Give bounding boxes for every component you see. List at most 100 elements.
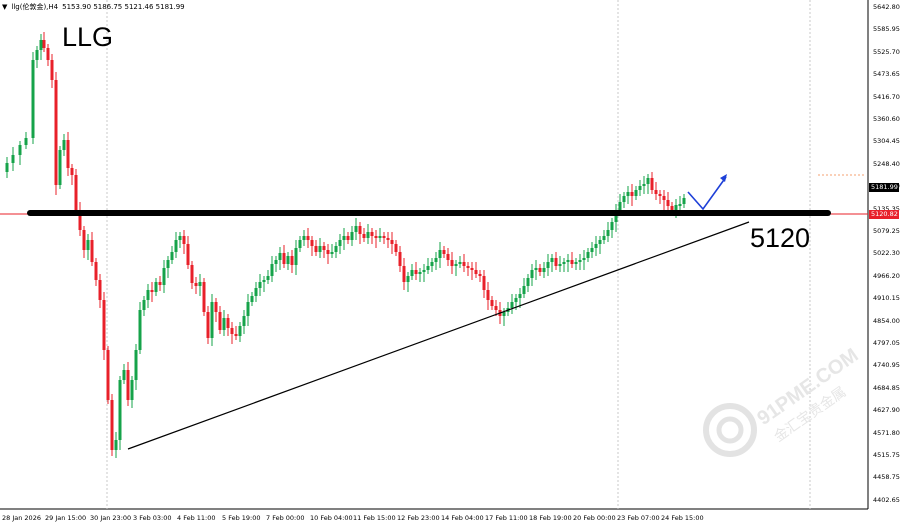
menu-chevron-icon[interactable]: ▼ bbox=[2, 3, 8, 11]
bearish-candle bbox=[126, 370, 130, 400]
bearish-candle bbox=[78, 210, 82, 230]
bearish-candle bbox=[462, 262, 466, 266]
bullish-candle bbox=[286, 256, 290, 264]
bullish-candle bbox=[606, 230, 610, 236]
price-tick-label: 5525.70 bbox=[873, 47, 900, 56]
bullish-candle bbox=[642, 184, 646, 186]
bullish-candle bbox=[138, 310, 142, 350]
bearish-candle bbox=[658, 194, 662, 196]
bullish-candle bbox=[334, 246, 338, 252]
bullish-candle bbox=[62, 140, 66, 150]
bearish-candle bbox=[346, 236, 350, 240]
bullish-candle bbox=[610, 222, 614, 230]
bearish-candle bbox=[150, 290, 154, 292]
bullish-candle bbox=[522, 286, 526, 294]
price-tick-label: 4797.05 bbox=[873, 339, 900, 347]
bearish-candle bbox=[394, 244, 398, 252]
bullish-candle bbox=[354, 226, 358, 232]
bullish-candle bbox=[518, 294, 522, 298]
bullish-candle bbox=[542, 268, 546, 272]
bearish-candle bbox=[206, 312, 210, 338]
bullish-candle bbox=[274, 260, 278, 264]
bearish-candle bbox=[538, 268, 542, 272]
bearish-candle bbox=[482, 276, 486, 290]
bullish-candle bbox=[430, 262, 434, 266]
bullish-candle bbox=[406, 276, 410, 282]
time-tick-label: 17 Feb 11:00 bbox=[485, 514, 528, 522]
price-tick-label: 5473.65 bbox=[873, 70, 900, 79]
time-tick-label: 11 Feb 15:00 bbox=[353, 514, 396, 522]
bullish-candle bbox=[566, 260, 570, 262]
bullish-candle bbox=[24, 138, 28, 145]
bullish-candle bbox=[578, 260, 582, 262]
price-tick-label: 4627.90 bbox=[873, 406, 900, 415]
bullish-candle bbox=[622, 196, 626, 202]
bullish-candle bbox=[638, 186, 642, 190]
bearish-candle bbox=[650, 178, 654, 190]
time-tick-label: 7 Feb 00:00 bbox=[266, 514, 305, 522]
price-tick-label: 4740.95 bbox=[873, 361, 900, 370]
bullish-candle bbox=[270, 264, 274, 276]
bearish-candle bbox=[486, 290, 490, 300]
symbol-annotation: LLG bbox=[62, 22, 114, 52]
bullish-candle bbox=[258, 282, 262, 288]
bullish-candle bbox=[18, 145, 22, 155]
bullish-candle bbox=[330, 252, 334, 254]
bullish-candle bbox=[534, 268, 538, 270]
projection-arrow[interactable] bbox=[687, 174, 727, 211]
bullish-candle bbox=[410, 270, 414, 276]
price-tick-label: 5248.40 bbox=[873, 159, 900, 168]
current-price-tag: 5181.99 bbox=[869, 183, 899, 192]
bearish-candle bbox=[446, 254, 450, 260]
price-tick-label: 4402.65 bbox=[873, 495, 900, 504]
chart-header: ▼ llg(伦敦金),H4 5153.90 5186.75 5121.46 5181… bbox=[2, 2, 189, 12]
price-tick-label: 5585.95 bbox=[873, 25, 900, 34]
bullish-candle bbox=[134, 350, 138, 380]
bearish-candle bbox=[670, 206, 674, 210]
bullish-candle bbox=[298, 240, 302, 248]
bearish-candle bbox=[102, 300, 106, 350]
bullish-candle bbox=[550, 258, 554, 262]
bullish-candle bbox=[174, 240, 178, 252]
bearish-candle bbox=[190, 265, 194, 283]
bearish-candle bbox=[290, 256, 294, 265]
bullish-candle bbox=[266, 276, 270, 280]
bearish-candle bbox=[82, 230, 86, 250]
bullish-candle bbox=[598, 240, 602, 244]
bullish-candle bbox=[170, 252, 174, 260]
bearish-candle bbox=[202, 282, 206, 312]
time-tick-label: 28 Jan 2026 bbox=[2, 514, 41, 522]
price-tick-label: 5022.30 bbox=[873, 249, 900, 258]
bullish-candle bbox=[458, 262, 462, 264]
bearish-candle bbox=[50, 60, 54, 80]
ascending-trendline[interactable] bbox=[127, 221, 750, 450]
bullish-candle bbox=[250, 296, 254, 302]
bullish-candle bbox=[294, 248, 298, 265]
bearish-candle bbox=[98, 280, 102, 300]
bullish-candle bbox=[626, 192, 630, 196]
bullish-candle bbox=[198, 282, 202, 286]
bullish-candle bbox=[562, 262, 566, 264]
bullish-candle bbox=[302, 236, 306, 240]
bullish-candle bbox=[122, 370, 126, 380]
time-tick-label: 18 Feb 19:00 bbox=[529, 514, 572, 522]
bullish-candle bbox=[154, 282, 158, 292]
bullish-candle bbox=[546, 262, 550, 268]
price-tick-label: 5135.35 bbox=[873, 204, 900, 213]
time-tick-label: 29 Jan 15:00 bbox=[45, 514, 87, 522]
bearish-candle bbox=[42, 40, 46, 48]
bearish-candle bbox=[106, 350, 110, 400]
bullish-candle bbox=[238, 326, 242, 336]
bearish-candle bbox=[466, 266, 470, 268]
time-tick-label: 20 Feb 00:00 bbox=[573, 514, 616, 522]
bullish-candle bbox=[590, 248, 594, 252]
price-tick-label: 5360.60 bbox=[873, 115, 900, 123]
bearish-candle bbox=[282, 253, 286, 264]
bullish-candle bbox=[678, 204, 682, 206]
bearish-candle bbox=[70, 168, 74, 175]
bullish-candle bbox=[35, 50, 39, 60]
bullish-candle bbox=[418, 272, 422, 274]
bearish-candle bbox=[570, 260, 574, 264]
bearish-candle bbox=[442, 250, 446, 254]
